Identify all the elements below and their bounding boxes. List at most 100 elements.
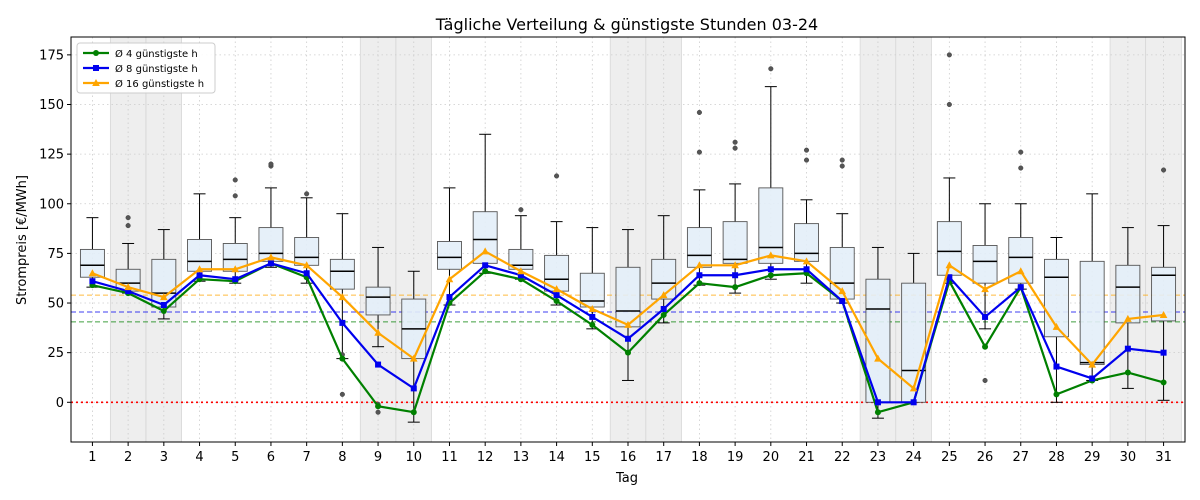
boxplot xyxy=(401,270,427,423)
legend-marker xyxy=(93,50,99,56)
data-point xyxy=(1088,360,1096,368)
box xyxy=(365,286,391,316)
y-tick-label: 150 xyxy=(39,98,64,113)
x-tick-label: 23 xyxy=(870,450,887,465)
x-tick-label: 14 xyxy=(548,450,565,465)
box xyxy=(758,187,784,264)
data-point xyxy=(481,247,489,255)
data-point xyxy=(945,261,954,269)
y-tick-label: 50 xyxy=(47,297,64,312)
box xyxy=(329,258,355,290)
data-point xyxy=(553,298,560,305)
data-point xyxy=(1124,345,1131,352)
x-tick-label: 3 xyxy=(160,450,168,465)
x-tick-label: 1 xyxy=(88,450,96,465)
boxplot xyxy=(258,161,284,268)
x-tick-label: 17 xyxy=(655,450,672,465)
data-point xyxy=(410,409,417,416)
data-point xyxy=(196,272,203,279)
boxplot xyxy=(222,177,248,284)
outlier-point xyxy=(803,157,810,163)
y-tick-label: 175 xyxy=(39,48,64,63)
data-point xyxy=(1089,375,1096,382)
x-tick-label: 22 xyxy=(834,450,851,465)
data-point xyxy=(553,292,560,299)
data-point xyxy=(552,285,561,293)
data-point xyxy=(660,311,667,318)
outlier-point xyxy=(232,177,238,183)
legend-item: Ø 4 günstigste h xyxy=(83,48,198,60)
outlier-point xyxy=(839,163,845,169)
x-tick-label: 28 xyxy=(1048,450,1065,465)
boxplot xyxy=(758,66,784,280)
outlier-point xyxy=(304,191,310,197)
boxplot xyxy=(829,157,855,304)
box xyxy=(722,221,748,264)
data-point xyxy=(410,385,417,392)
chart-title: Tägliche Verteilung & günstigste Stunden… xyxy=(435,15,818,34)
data-point xyxy=(1053,363,1060,370)
x-tick-label: 6 xyxy=(267,450,275,465)
x-tick-label: 7 xyxy=(303,450,311,465)
data-point xyxy=(232,276,239,283)
outlier-point xyxy=(696,149,702,155)
data-point xyxy=(125,288,132,295)
data-point xyxy=(1159,310,1168,318)
x-tick-label: 12 xyxy=(477,450,494,465)
data-point xyxy=(767,251,775,259)
data-point xyxy=(482,268,489,275)
legend-item: Ø 16 günstigste h xyxy=(83,78,204,90)
y-tick-label: 100 xyxy=(39,197,64,212)
data-point xyxy=(695,261,704,269)
series-layer xyxy=(88,247,1168,416)
outlier-point xyxy=(268,161,274,167)
data-point xyxy=(409,354,418,362)
data-point xyxy=(909,384,918,392)
data-point xyxy=(88,269,97,277)
x-tick-label: 21 xyxy=(798,450,815,465)
data-point xyxy=(446,294,453,301)
legend-label: Ø 4 günstigste h xyxy=(115,48,198,60)
data-point xyxy=(160,302,167,309)
data-point xyxy=(588,304,597,312)
data-point xyxy=(1053,391,1060,398)
data-point xyxy=(874,409,881,416)
data-point xyxy=(89,278,96,285)
box xyxy=(294,237,320,266)
data-point xyxy=(267,260,274,267)
boxplot xyxy=(1044,237,1069,403)
box xyxy=(794,223,819,262)
data-point xyxy=(625,349,631,356)
outlier-point xyxy=(375,409,381,415)
x-tick-label: 31 xyxy=(1155,450,1172,465)
outlier-point xyxy=(125,215,131,221)
x-tick-label: 2 xyxy=(124,450,132,465)
data-point xyxy=(374,328,382,336)
x-tick-label: 29 xyxy=(1084,450,1101,465)
data-point xyxy=(982,343,989,350)
data-point xyxy=(160,307,167,314)
data-point xyxy=(910,399,917,406)
outlier-point xyxy=(768,66,774,72)
box xyxy=(437,241,462,270)
data-point xyxy=(1160,349,1167,356)
data-point xyxy=(445,275,454,283)
data-point xyxy=(696,280,703,287)
data-point xyxy=(838,287,847,295)
x-tick-label: 9 xyxy=(374,450,382,465)
legend-label: Ø 8 günstigste h xyxy=(115,63,198,75)
x-tick-label: 10 xyxy=(405,450,422,465)
data-point xyxy=(303,270,310,277)
boxplot xyxy=(794,147,819,284)
data-point xyxy=(338,293,347,301)
data-point xyxy=(982,313,989,320)
y-tick-label: 75 xyxy=(47,247,64,262)
data-point xyxy=(767,272,774,279)
data-point xyxy=(732,272,739,279)
data-point xyxy=(732,284,739,291)
boxplot xyxy=(579,227,605,330)
data-point xyxy=(767,266,774,273)
data-point xyxy=(375,403,382,410)
data-point xyxy=(659,291,668,299)
